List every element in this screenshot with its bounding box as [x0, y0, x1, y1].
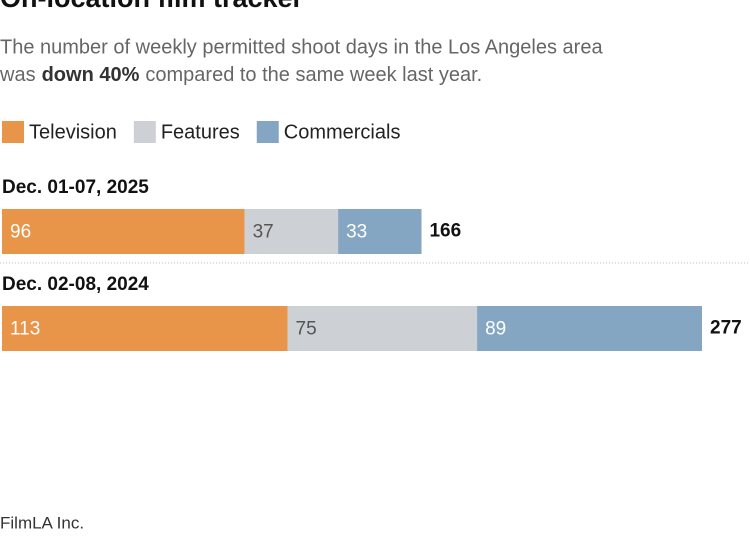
bar-segment [2, 306, 288, 351]
legend-swatch [256, 121, 279, 143]
legend-label: Features [161, 121, 240, 143]
value-label: 37 [253, 222, 274, 243]
bar-segment [2, 209, 245, 254]
subtitle: The number of weekly permitted shoot day… [0, 36, 603, 58]
bar-segment [338, 209, 422, 254]
subtitle-part: was [0, 64, 36, 86]
legend-label: Television [29, 121, 117, 143]
source: FilmLA Inc. [0, 513, 84, 532]
bar-segment [287, 306, 478, 351]
category-label: Dec. 01-07, 2025 [2, 177, 149, 198]
subtitle-emphasis: down 40% [42, 64, 140, 86]
value-label: 96 [10, 222, 31, 243]
legend-label: Commercials [284, 121, 401, 143]
subtitle: was down 40% compared to the same week las… [0, 64, 482, 86]
bar-segment [477, 306, 702, 351]
legend-swatch [2, 121, 24, 143]
category-label: Dec. 02-08, 2024 [2, 274, 149, 295]
value-label: 89 [485, 319, 506, 340]
chart-title: On-location film tracker [0, 0, 304, 13]
legend-swatch [133, 121, 156, 143]
value-label: 113 [10, 319, 40, 340]
bar-segment [244, 209, 339, 254]
subtitle-part: compared to the same week last year. [145, 64, 482, 86]
total-label: 277 [710, 318, 742, 339]
total-label: 166 [429, 221, 461, 242]
value-label: 33 [346, 222, 367, 243]
value-label: 75 [296, 319, 317, 340]
